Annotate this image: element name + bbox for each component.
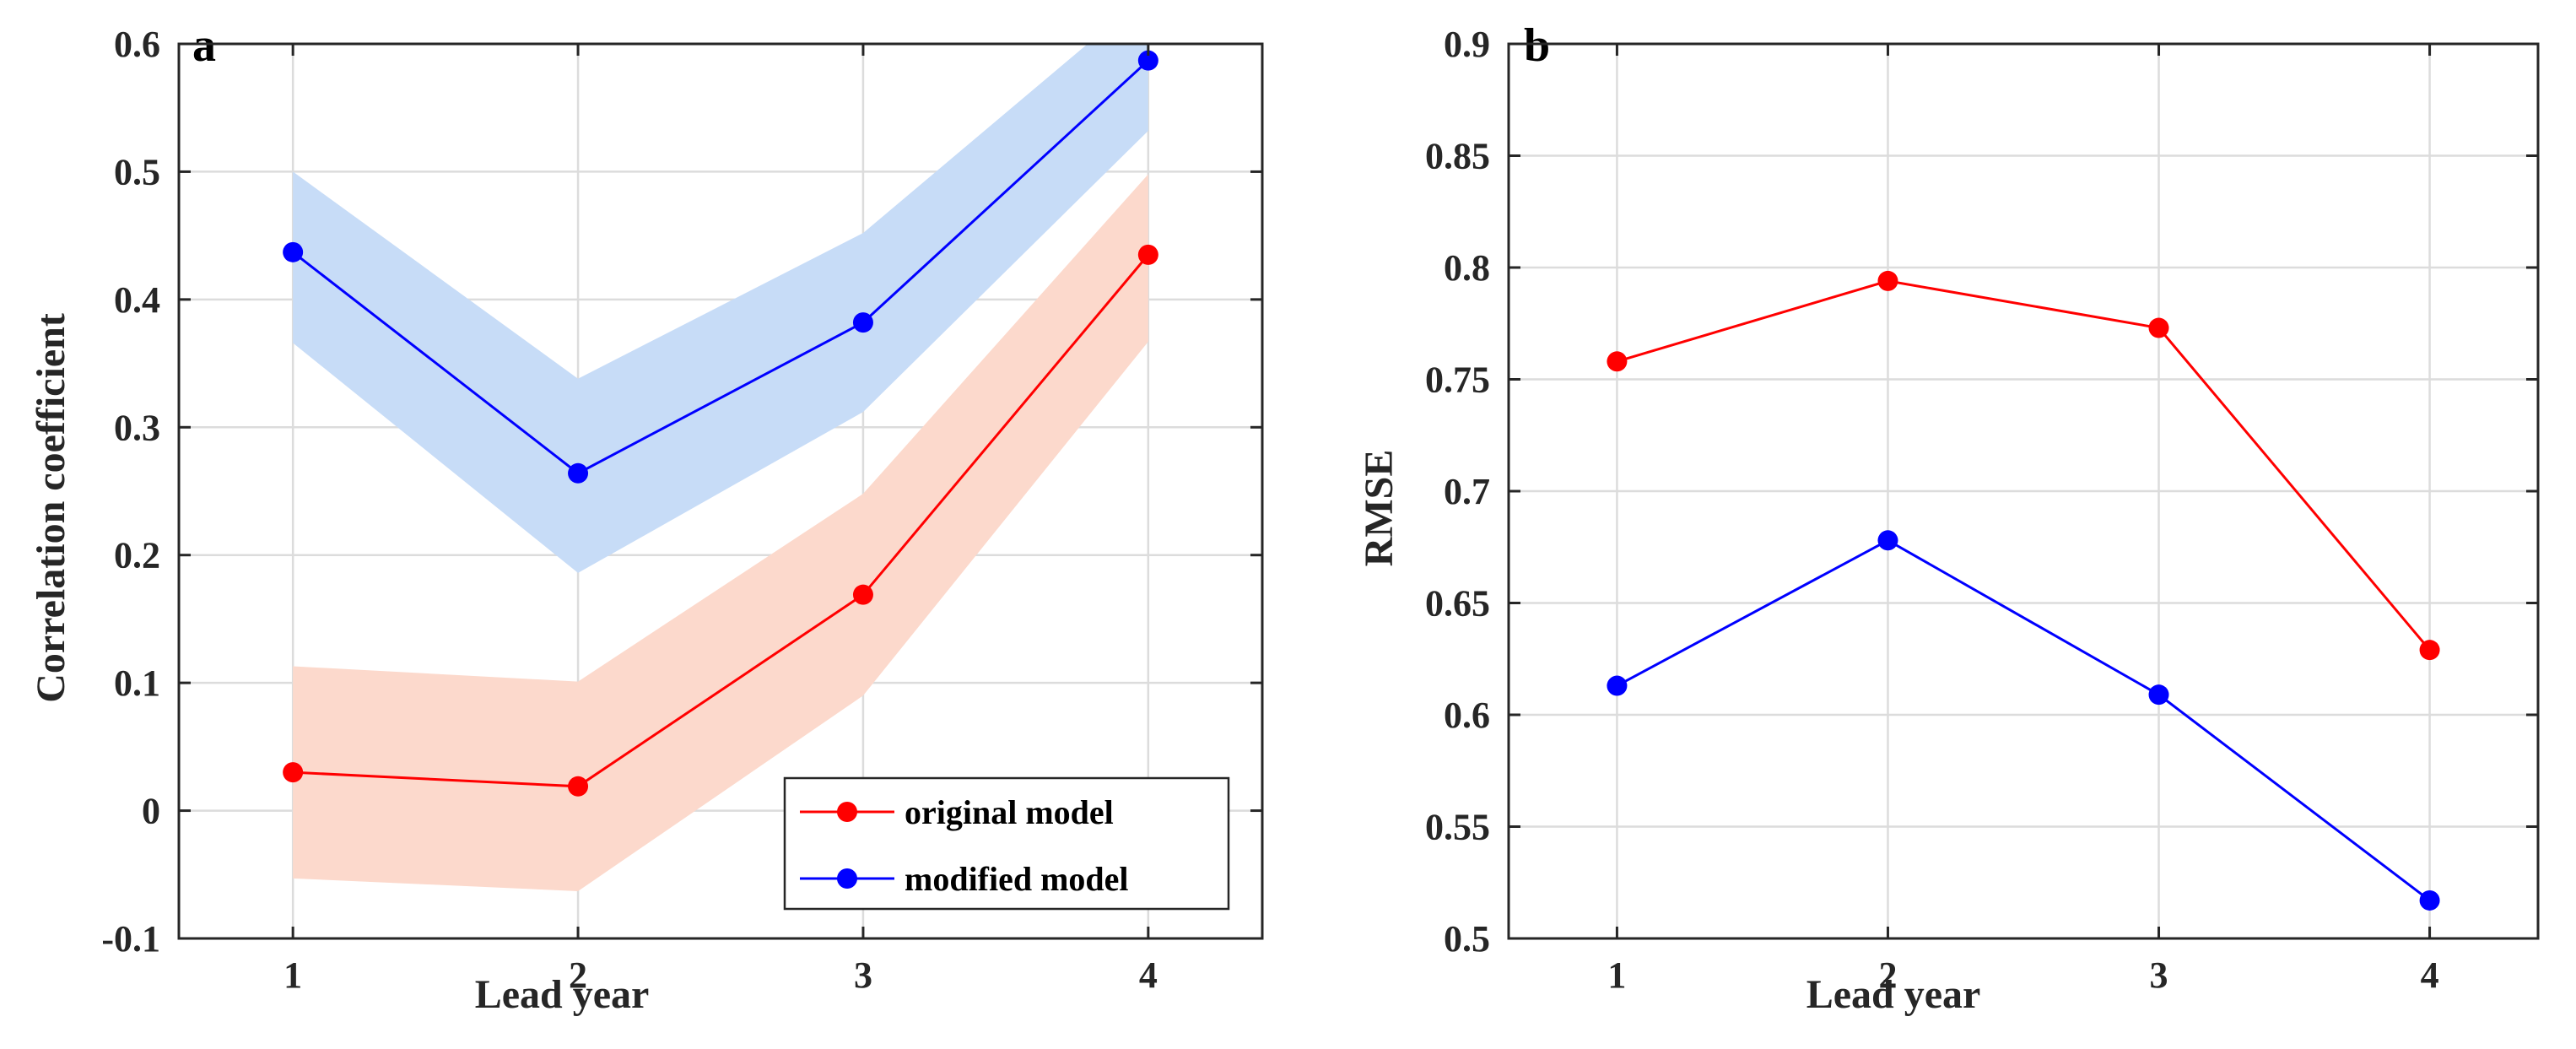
legend-original-label: original model [905,793,1114,831]
original-model-point [1877,270,1898,291]
original-model-confidence-band [293,174,1148,891]
original-model-point [568,776,589,797]
panel-a-ticks [179,42,1262,940]
panel-a-y-axis-label: Correlation coefficient [29,313,73,703]
x-tick-label: 4 [2421,954,2439,996]
modified-model-line [1616,538,2431,902]
legend-box [783,776,1230,911]
panel-a-x-axis-label: Lead year [475,972,650,1017]
x-tick-label: 3 [854,954,872,996]
panel-a-y-tick-labels: -0.1 0 0.1 0.2 0.3 0.4 0.5 0.6 [101,24,160,960]
panel-a-series-lines [292,59,1149,788]
modified-model-line [292,59,1149,475]
y-tick-label: 0.2 [114,535,160,576]
panel-a-letter: a [192,19,216,72]
panel-b-y-axis-label: RMSE [1357,450,1401,567]
panel-a-axes-frame [177,42,1264,940]
y-tick-label: 0.9 [1444,24,1490,65]
panel-b-x-axis-label: Lead year [1806,972,1981,1017]
panel-b-x-tick-labels: 1 2 3 4 [1607,954,2438,996]
modified-model-point [852,312,873,333]
y-tick-label: 0.55 [1425,807,1490,848]
y-tick-label: 0.5 [1444,918,1490,960]
legend-entry-modified: modified model [800,860,1129,898]
modified-model-point [2148,684,2169,706]
legend: original model modified model [783,776,1230,911]
y-tick-label: 0.7 [1444,471,1490,512]
legend-modified-marker [837,868,857,889]
original-model-point [1137,244,1158,265]
original-model-point [2148,317,2169,338]
y-tick-label: 0.1 [114,662,160,704]
y-tick-label: 0.3 [114,407,160,448]
y-tick-label: 0.6 [1444,695,1490,736]
modified-model-confidence-band [293,44,1148,573]
panel-a-correlation-chart: a -0.1 0 0.1 0.2 0.3 0.4 0.5 0.6 1 2 3 4 Lead year… [29,19,1264,1017]
panel-a-data-points [283,50,1158,797]
modified-model-point [283,241,304,262]
y-tick-label: 0 [142,791,160,832]
x-tick-label: 3 [2150,954,2168,996]
y-tick-label: 0.8 [1444,247,1490,289]
modified-model-point [2419,889,2440,911]
y-tick-label: 0.85 [1425,136,1490,177]
y-tick-label: 0.6 [114,24,160,65]
legend-original-marker [837,802,857,822]
panel-b-data-points [1607,270,2440,911]
x-tick-label: 2 [1878,954,1897,996]
panel-b-letter: b [1524,19,1550,72]
modified-model-point [1137,50,1158,71]
panel-b-grid [1509,42,2538,940]
x-tick-label: 4 [1139,954,1158,996]
legend-entry-original: original model [800,793,1114,831]
panel-b-y-tick-labels: 0.5 0.55 0.6 0.65 0.7 0.75 0.8 0.85 0.9 [1425,24,1490,960]
original-model-point [1607,351,1628,372]
modified-model-point [1877,530,1898,551]
legend-modified-label: modified model [905,860,1129,898]
y-tick-label: -0.1 [101,918,160,960]
original-model-point [852,584,873,605]
panel-b-rmse-chart: b 0.5 0.55 0.6 0.65 0.7 0.75 0.8 0.85 0.9 1 2 3 4 L… [1357,19,2540,1017]
x-tick-label: 2 [569,954,587,996]
original-model-line [293,253,1149,788]
x-tick-label: 1 [1607,954,1626,996]
y-tick-label: 0.75 [1425,360,1490,401]
original-model-point [2419,640,2440,661]
x-tick-label: 1 [284,954,302,996]
original-model-line [1616,279,2431,652]
panel-a-confidence-bands [293,44,1148,891]
panel-a-x-tick-labels: 1 2 3 4 [284,954,1158,996]
original-model-point [283,762,304,783]
modified-model-point [1607,675,1628,696]
panel-b-ticks [1509,42,2538,940]
y-tick-label: 0.4 [114,279,160,321]
panel-b-series-lines [1616,279,2431,902]
y-tick-label: 0.65 [1425,583,1490,625]
modified-model-point [568,462,589,484]
y-tick-label: 0.5 [114,151,160,192]
